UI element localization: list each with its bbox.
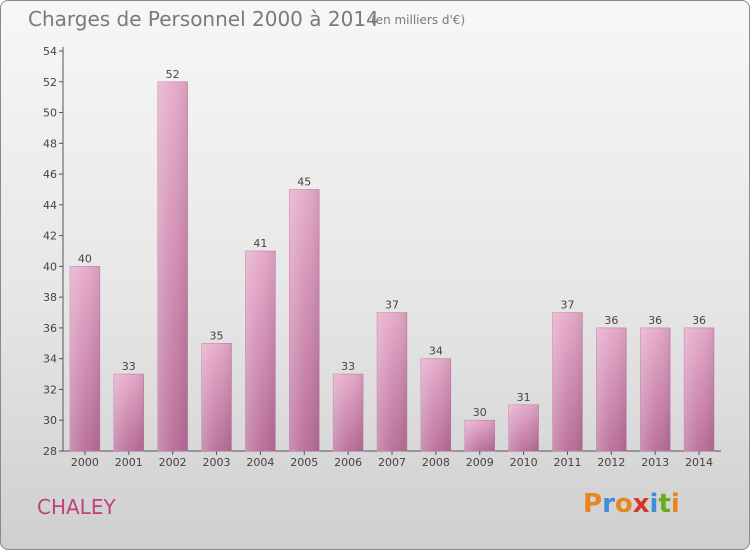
y-tick-label: 34 [43, 353, 57, 366]
data-label: 36 [648, 314, 662, 327]
bar-shine [289, 189, 320, 451]
y-tick-label: 50 [43, 107, 57, 120]
y-tick-label: 42 [43, 230, 57, 243]
data-label: 37 [560, 299, 574, 312]
x-tick-label: 2006 [334, 456, 362, 469]
data-label: 37 [385, 299, 399, 312]
y-tick-label: 52 [43, 76, 57, 89]
x-tick-label: 2012 [597, 456, 625, 469]
bar-shine [464, 420, 495, 451]
data-label: 31 [517, 391, 531, 404]
data-label: 40 [78, 252, 92, 265]
bar-shine [201, 343, 232, 451]
bar-shine [508, 404, 539, 451]
y-tick-label: 54 [43, 45, 57, 58]
x-tick-label: 2011 [553, 456, 581, 469]
commune-name: CHALEY [37, 495, 116, 519]
y-tick-label: 44 [43, 199, 57, 212]
bar-shine [157, 81, 188, 452]
logo-letter: t [658, 489, 671, 519]
bar-shine [333, 374, 364, 451]
bar-shine [684, 327, 714, 451]
y-tick-label: 36 [43, 322, 57, 335]
x-tick-label: 2000 [71, 456, 99, 469]
data-label: 45 [297, 175, 311, 188]
logo-letter: P [583, 489, 603, 519]
logo-letter: x [632, 489, 650, 519]
bar-shine [552, 312, 583, 451]
x-tick-label: 2010 [510, 456, 538, 469]
bar-shine [113, 374, 144, 451]
y-tick-label: 30 [43, 414, 57, 427]
y-tick-label: 40 [43, 260, 57, 273]
x-tick-label: 2009 [466, 456, 494, 469]
data-label: 36 [604, 314, 618, 327]
data-label: 36 [692, 314, 706, 327]
chart-subtitle: (en milliers d'€) [371, 13, 466, 27]
bar-shine [420, 358, 451, 451]
bar-shine [640, 327, 671, 451]
y-tick-label: 32 [43, 383, 57, 396]
x-tick-label: 2013 [641, 456, 669, 469]
bar-shine [245, 251, 276, 451]
x-tick-label: 2001 [115, 456, 143, 469]
data-label: 33 [122, 360, 136, 373]
chart-title: Charges de Personnel 2000 à 2014 [28, 7, 379, 31]
data-label: 41 [253, 237, 267, 250]
data-label: 52 [166, 68, 180, 81]
logo-letter: i [649, 489, 659, 519]
proxiti-logo: Proxiti [583, 489, 680, 519]
bar-chart: 28 30 32 34 36 38 40 42 44 46 48 50 52 54 2000 40 2001 3… [43, 45, 721, 469]
x-tick-label: 2003 [203, 456, 231, 469]
x-tick-label: 2002 [159, 456, 187, 469]
data-label: 30 [473, 406, 487, 419]
data-label: 34 [429, 345, 443, 358]
logo-letter: i [670, 489, 680, 519]
y-tick-label: 38 [43, 291, 57, 304]
x-tick-label: 2004 [246, 456, 274, 469]
x-tick-label: 2008 [422, 456, 450, 469]
data-label: 33 [341, 360, 355, 373]
y-tick-label: 48 [43, 137, 57, 150]
y-tick-label: 28 [43, 445, 57, 458]
y-tick-label: 46 [43, 168, 57, 181]
data-label: 35 [210, 329, 224, 342]
bar-shine [596, 327, 627, 451]
bar-shine [377, 312, 407, 451]
x-tick-label: 2007 [378, 456, 406, 469]
bar-shine [70, 266, 100, 451]
x-tick-label: 2014 [685, 456, 713, 469]
logo-letter: o [614, 489, 633, 519]
x-tick-label: 2005 [290, 456, 318, 469]
logo-letter: r [602, 489, 615, 519]
